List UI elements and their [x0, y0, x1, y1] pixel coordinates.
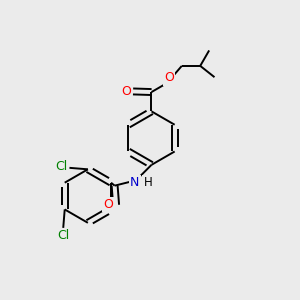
Text: O: O — [121, 85, 131, 98]
Text: Cl: Cl — [58, 229, 70, 242]
Text: Cl: Cl — [55, 160, 67, 173]
Text: N: N — [130, 176, 140, 189]
Text: O: O — [103, 198, 113, 211]
Text: H: H — [143, 176, 152, 189]
Text: O: O — [164, 71, 174, 84]
